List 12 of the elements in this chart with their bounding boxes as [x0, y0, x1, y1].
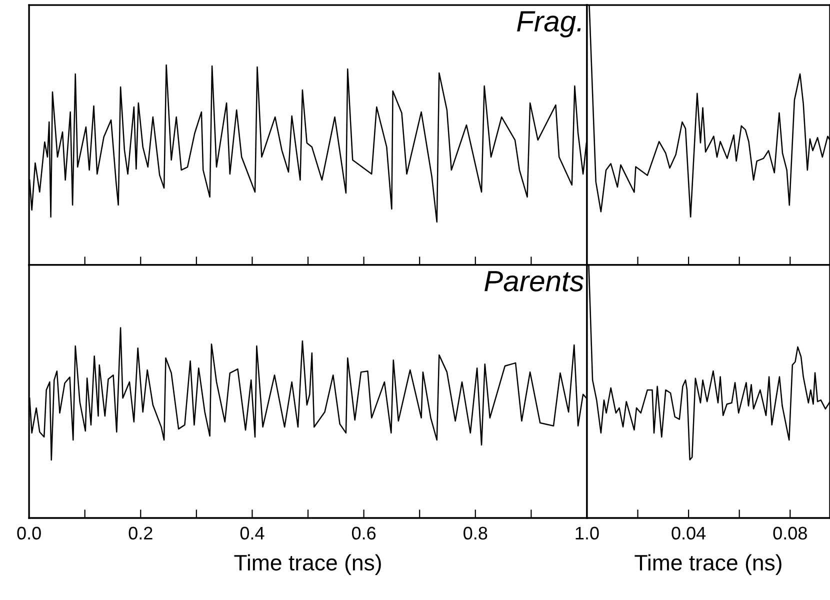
- text: Parents: [484, 271, 584, 292]
- x-tick-label: 0.04: [672, 526, 706, 540]
- x-axis-title: Time trace (ns): [634, 554, 782, 575]
- x-tick-label: 0.8: [464, 526, 488, 540]
- x-tick-label: 0.4: [240, 526, 264, 540]
- text: Frag.: [517, 11, 581, 38]
- x-tick-label: 0.0: [17, 526, 41, 540]
- x-tick-label: 0.08: [773, 526, 807, 540]
- x-tick-label: 0.2: [128, 526, 152, 540]
- x-tick-label: 1.0: [576, 526, 599, 540]
- x-tick-label: 0.6: [352, 526, 376, 540]
- x-axis-title: Time trace (ns): [234, 554, 381, 575]
